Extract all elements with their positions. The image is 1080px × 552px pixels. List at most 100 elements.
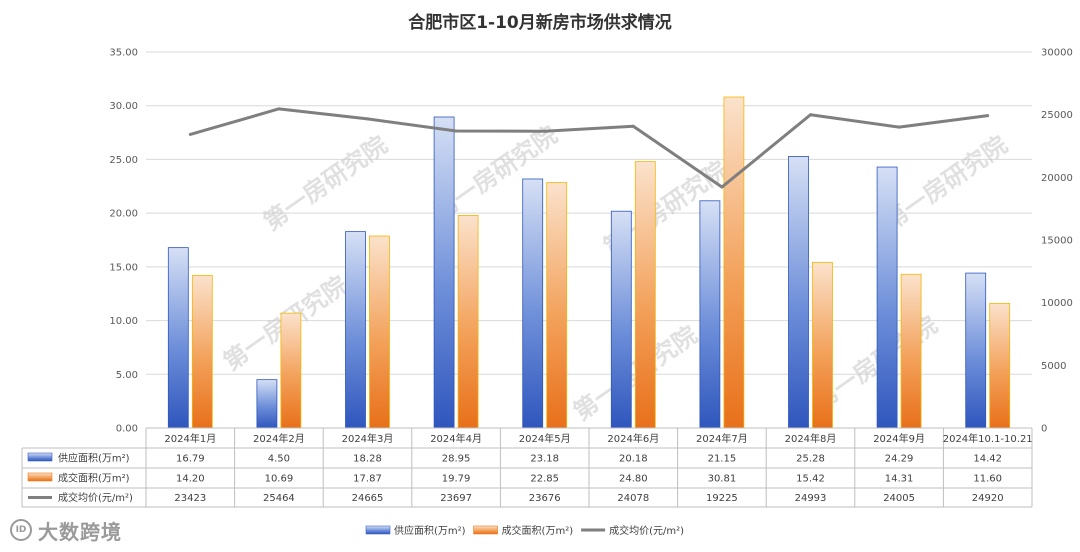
line-point-avg-price — [720, 185, 724, 189]
line-point-avg-price — [897, 125, 901, 129]
table-cell-value: 21.15 — [708, 454, 737, 465]
bar-supply — [876, 166, 898, 429]
table-cell-value: 23676 — [529, 493, 561, 504]
bar-supply — [965, 272, 987, 429]
line-point-avg-price — [986, 114, 990, 118]
y-left-tick-label: 15.00 — [109, 262, 138, 273]
table-cell-value: 17.87 — [353, 474, 382, 485]
y-right-tick-label: 0 — [1041, 424, 1047, 435]
y-left-tick-label: 20.00 — [109, 209, 138, 220]
bar-deal — [812, 261, 833, 429]
legend: 供应面积(万m²) 成交面积(万m²) 成交均价(元/m²) — [365, 524, 684, 537]
table-cell-value: 22.85 — [530, 474, 559, 485]
x-category-label: 2024年6月 — [607, 432, 659, 445]
y-right-tick-label: 25000 — [1041, 110, 1073, 121]
table-cell-value: 25.28 — [796, 454, 825, 465]
y-left-tick-label: 10.00 — [109, 316, 138, 327]
table-cell-value: 24.80 — [619, 474, 648, 485]
y-left-tick-label: 35.00 — [109, 48, 138, 59]
x-category-label: 2024年10.1-10.21 — [943, 432, 1033, 445]
brand-mark-icon: ID — [10, 519, 32, 541]
legend-swatch — [365, 525, 391, 535]
x-category-label: 2024年1月 — [164, 432, 216, 445]
legend-label: 成交均价(元/m²) — [609, 524, 684, 537]
table-cell-value: 30.81 — [708, 474, 737, 485]
table-cell-value: 18.28 — [353, 454, 382, 465]
table-cell-value: 4.50 — [268, 454, 290, 465]
bar-supply — [610, 210, 632, 429]
table-cell-value: 23697 — [440, 493, 472, 504]
table-cell-value: 16.79 — [176, 454, 205, 465]
table-row-header: 成交均价(元/m²) — [58, 491, 133, 504]
table-cell-value: 19.79 — [442, 474, 471, 485]
table-cell-value: 28.95 — [442, 454, 471, 465]
table-cell-value: 24005 — [883, 493, 915, 504]
table-row-header: 成交面积(万m²) — [58, 472, 130, 485]
y-right-tick-label: 20000 — [1041, 173, 1073, 184]
y-left-tick-label: 5.00 — [116, 370, 138, 381]
table-key-swatch — [27, 472, 53, 482]
table-cell-value: 23423 — [174, 493, 206, 504]
table-cell-value: 15.42 — [796, 474, 825, 485]
table-cell-value: 14.20 — [176, 474, 205, 485]
table-cell-value: 14.31 — [885, 474, 914, 485]
x-category-label: 2024年5月 — [519, 432, 571, 445]
y-right-tick-label: 15000 — [1041, 236, 1073, 247]
table-cell-value: 19225 — [706, 493, 738, 504]
bar-deal — [989, 302, 1011, 429]
line-avg-price — [189, 107, 988, 189]
bar-deal — [191, 275, 213, 429]
bar-deal — [900, 273, 922, 429]
watermark-text: 第一房研究院 — [878, 131, 1012, 237]
bar-supply — [433, 116, 455, 429]
bar-supply — [699, 200, 721, 429]
table-cell-value: 24920 — [972, 493, 1004, 504]
table-row-header: 供应面积(万m²) — [58, 452, 130, 465]
bar-supply — [522, 178, 544, 429]
line-point-avg-price — [631, 124, 635, 128]
table-cell-value: 24.29 — [885, 454, 914, 465]
y-right-tick-label: 30000 — [1041, 48, 1073, 59]
line-point-avg-price — [366, 117, 369, 121]
table-key-swatch — [27, 452, 53, 462]
bar-supply — [256, 379, 278, 429]
legend-label: 成交面积(万m²) — [502, 524, 574, 537]
bar-supply — [788, 156, 809, 429]
table-cell-value: 11.60 — [973, 474, 1002, 485]
line-point-avg-price — [277, 107, 281, 111]
watermark-text: 第一房研究院 — [258, 131, 392, 237]
x-category-label: 2024年4月 — [430, 432, 482, 445]
x-category-label: 2024年9月 — [873, 432, 925, 445]
table-cell-value: 20.18 — [619, 454, 648, 465]
x-category-label: 2024年8月 — [785, 432, 837, 445]
table-cell-value: 23.18 — [530, 454, 559, 465]
brand-logo: ID 大数跨境 — [10, 516, 122, 544]
bars — [167, 96, 1011, 429]
bar-deal — [369, 235, 390, 429]
bar-deal — [634, 161, 656, 429]
chart-title: 合肥市区1-10月新房市场供求情况 — [408, 13, 672, 33]
x-category-label: 2024年7月 — [696, 432, 748, 445]
bar-deal — [457, 214, 479, 429]
table-cell-value: 24993 — [795, 493, 827, 504]
table-cell-value: 24665 — [352, 493, 384, 504]
brand-text: 大数跨境 — [38, 519, 122, 544]
y-right-tick-label: 5000 — [1041, 361, 1066, 372]
bar-deal — [546, 182, 568, 429]
y-left-tick-label: 30.00 — [109, 101, 138, 112]
y-right-tick-label: 10000 — [1041, 298, 1073, 309]
y-left-tick-label: 25.00 — [109, 155, 138, 166]
axes: 0.00 5.00 10.00 15.00 20.00 25.00 30.00 35.00 0 5… — [109, 48, 1072, 435]
bar-deal — [280, 312, 302, 429]
data-table: 2024年1月 2024年2月 2024年3月 2024年4月 2024年5月 2024年… — [21, 427, 1033, 508]
line-point-avg-price — [809, 113, 812, 117]
x-category-label: 2024年3月 — [342, 432, 394, 445]
table-cell-value: 14.42 — [973, 454, 1002, 465]
x-category-label: 2024年2月 — [253, 432, 305, 445]
table-cell-value: 10.69 — [265, 474, 294, 485]
bar-deal — [723, 96, 745, 429]
line-point-avg-price — [454, 129, 458, 133]
bar-supply — [167, 247, 189, 429]
legend-swatch — [473, 525, 498, 535]
